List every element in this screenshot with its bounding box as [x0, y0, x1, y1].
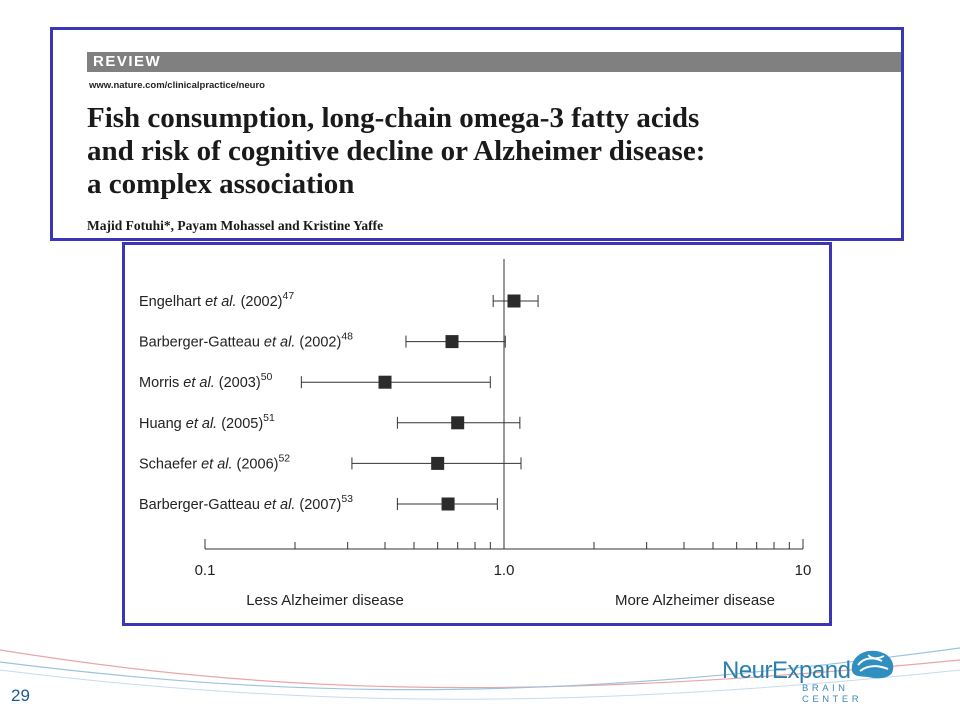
point-estimate: [378, 375, 392, 389]
article-header: REVIEW www.nature.com/clinicalpractice/n…: [50, 27, 904, 241]
point-estimate: [451, 416, 465, 430]
point-estimate: [431, 456, 445, 470]
article-title: Fish consumption, long-chain omega-3 fat…: [87, 102, 887, 201]
slide-number: 29: [11, 686, 30, 705]
title-line: and risk of cognitive decline or Alzheim…: [87, 135, 706, 167]
study-label: Schaefer et al. (2006)52: [139, 452, 290, 472]
neurexpand-logo: NeurExpand BRAIN CENTER: [722, 647, 912, 705]
study-label: Barberger-Gatteau et al. (2002)48: [139, 331, 353, 351]
forest-plot-panel: 0.1 1.0 10 Less Alzheimer disease More Alzhe…: [122, 242, 832, 626]
point-estimate: [441, 497, 455, 511]
review-banner: REVIEW: [87, 52, 901, 72]
forest-plot: 0.1 1.0 10 Less Alzheimer disease More Alzhe…: [139, 259, 812, 609]
x-tick-label: 0.1: [195, 562, 216, 579]
review-label: REVIEW: [93, 53, 162, 70]
x-tick-label: 10: [795, 562, 812, 579]
x-label-less: Less Alzheimer disease: [246, 592, 404, 609]
author-list: Majid Fotuhi*, Payam Mohassel and Kristi…: [87, 218, 384, 233]
brain-icon: [851, 650, 894, 679]
journal-url: www.nature.com/clinicalpractice/neuro: [89, 80, 265, 91]
study-label: Morris et al. (2003)50: [139, 371, 273, 391]
logo-tagline: BRAIN CENTER: [802, 683, 863, 705]
decorative-swoosh: [0, 647, 960, 700]
point-estimate: [507, 294, 521, 308]
study-label: Huang et al. (2005)51: [139, 412, 275, 432]
logo-name: NeurExpand: [722, 657, 851, 684]
point-estimate: [445, 335, 459, 349]
study-label: Engelhart et al. (2002)47: [139, 290, 294, 310]
x-label-more: More Alzheimer disease: [615, 592, 775, 609]
study-label: Barberger-Gatteau et al. (2007)53: [139, 493, 353, 513]
title-line: Fish consumption, long-chain omega-3 fat…: [87, 102, 700, 134]
title-line: a complex association: [87, 168, 355, 200]
x-tick-label: 1.0: [494, 562, 515, 579]
